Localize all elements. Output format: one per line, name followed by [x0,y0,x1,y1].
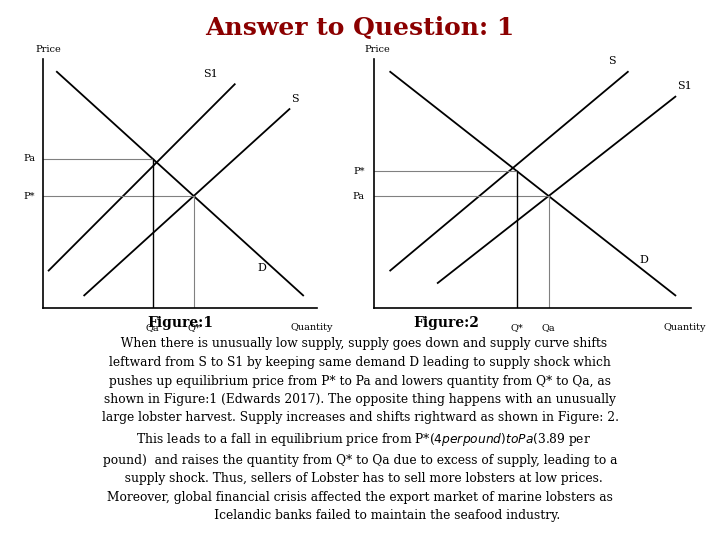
Text: When there is unusually low supply, supply goes down and supply curve shifts
lef: When there is unusually low supply, supp… [102,338,618,522]
Text: Q*: Q* [187,323,200,332]
Text: Answer to Question: 1: Answer to Question: 1 [205,16,515,40]
Text: Qa: Qa [146,323,159,332]
Text: Q*: Q* [510,323,523,332]
Text: P*: P* [354,167,365,176]
Text: Price: Price [35,45,60,55]
Text: S: S [608,56,616,66]
Text: D: D [258,262,266,273]
Text: D: D [639,255,648,265]
Text: Pa: Pa [23,154,35,163]
Text: Figure:2: Figure:2 [413,316,480,330]
Text: Figure:1: Figure:1 [147,316,213,330]
Text: S1: S1 [203,69,217,79]
Text: P*: P* [24,192,35,200]
Text: Quantity: Quantity [290,323,333,332]
Text: Qa: Qa [542,323,555,332]
Text: Quantity: Quantity [664,323,706,332]
Text: Pa: Pa [353,192,365,200]
Text: S1: S1 [678,81,692,91]
Text: S: S [291,93,299,104]
Text: Price: Price [365,45,391,55]
